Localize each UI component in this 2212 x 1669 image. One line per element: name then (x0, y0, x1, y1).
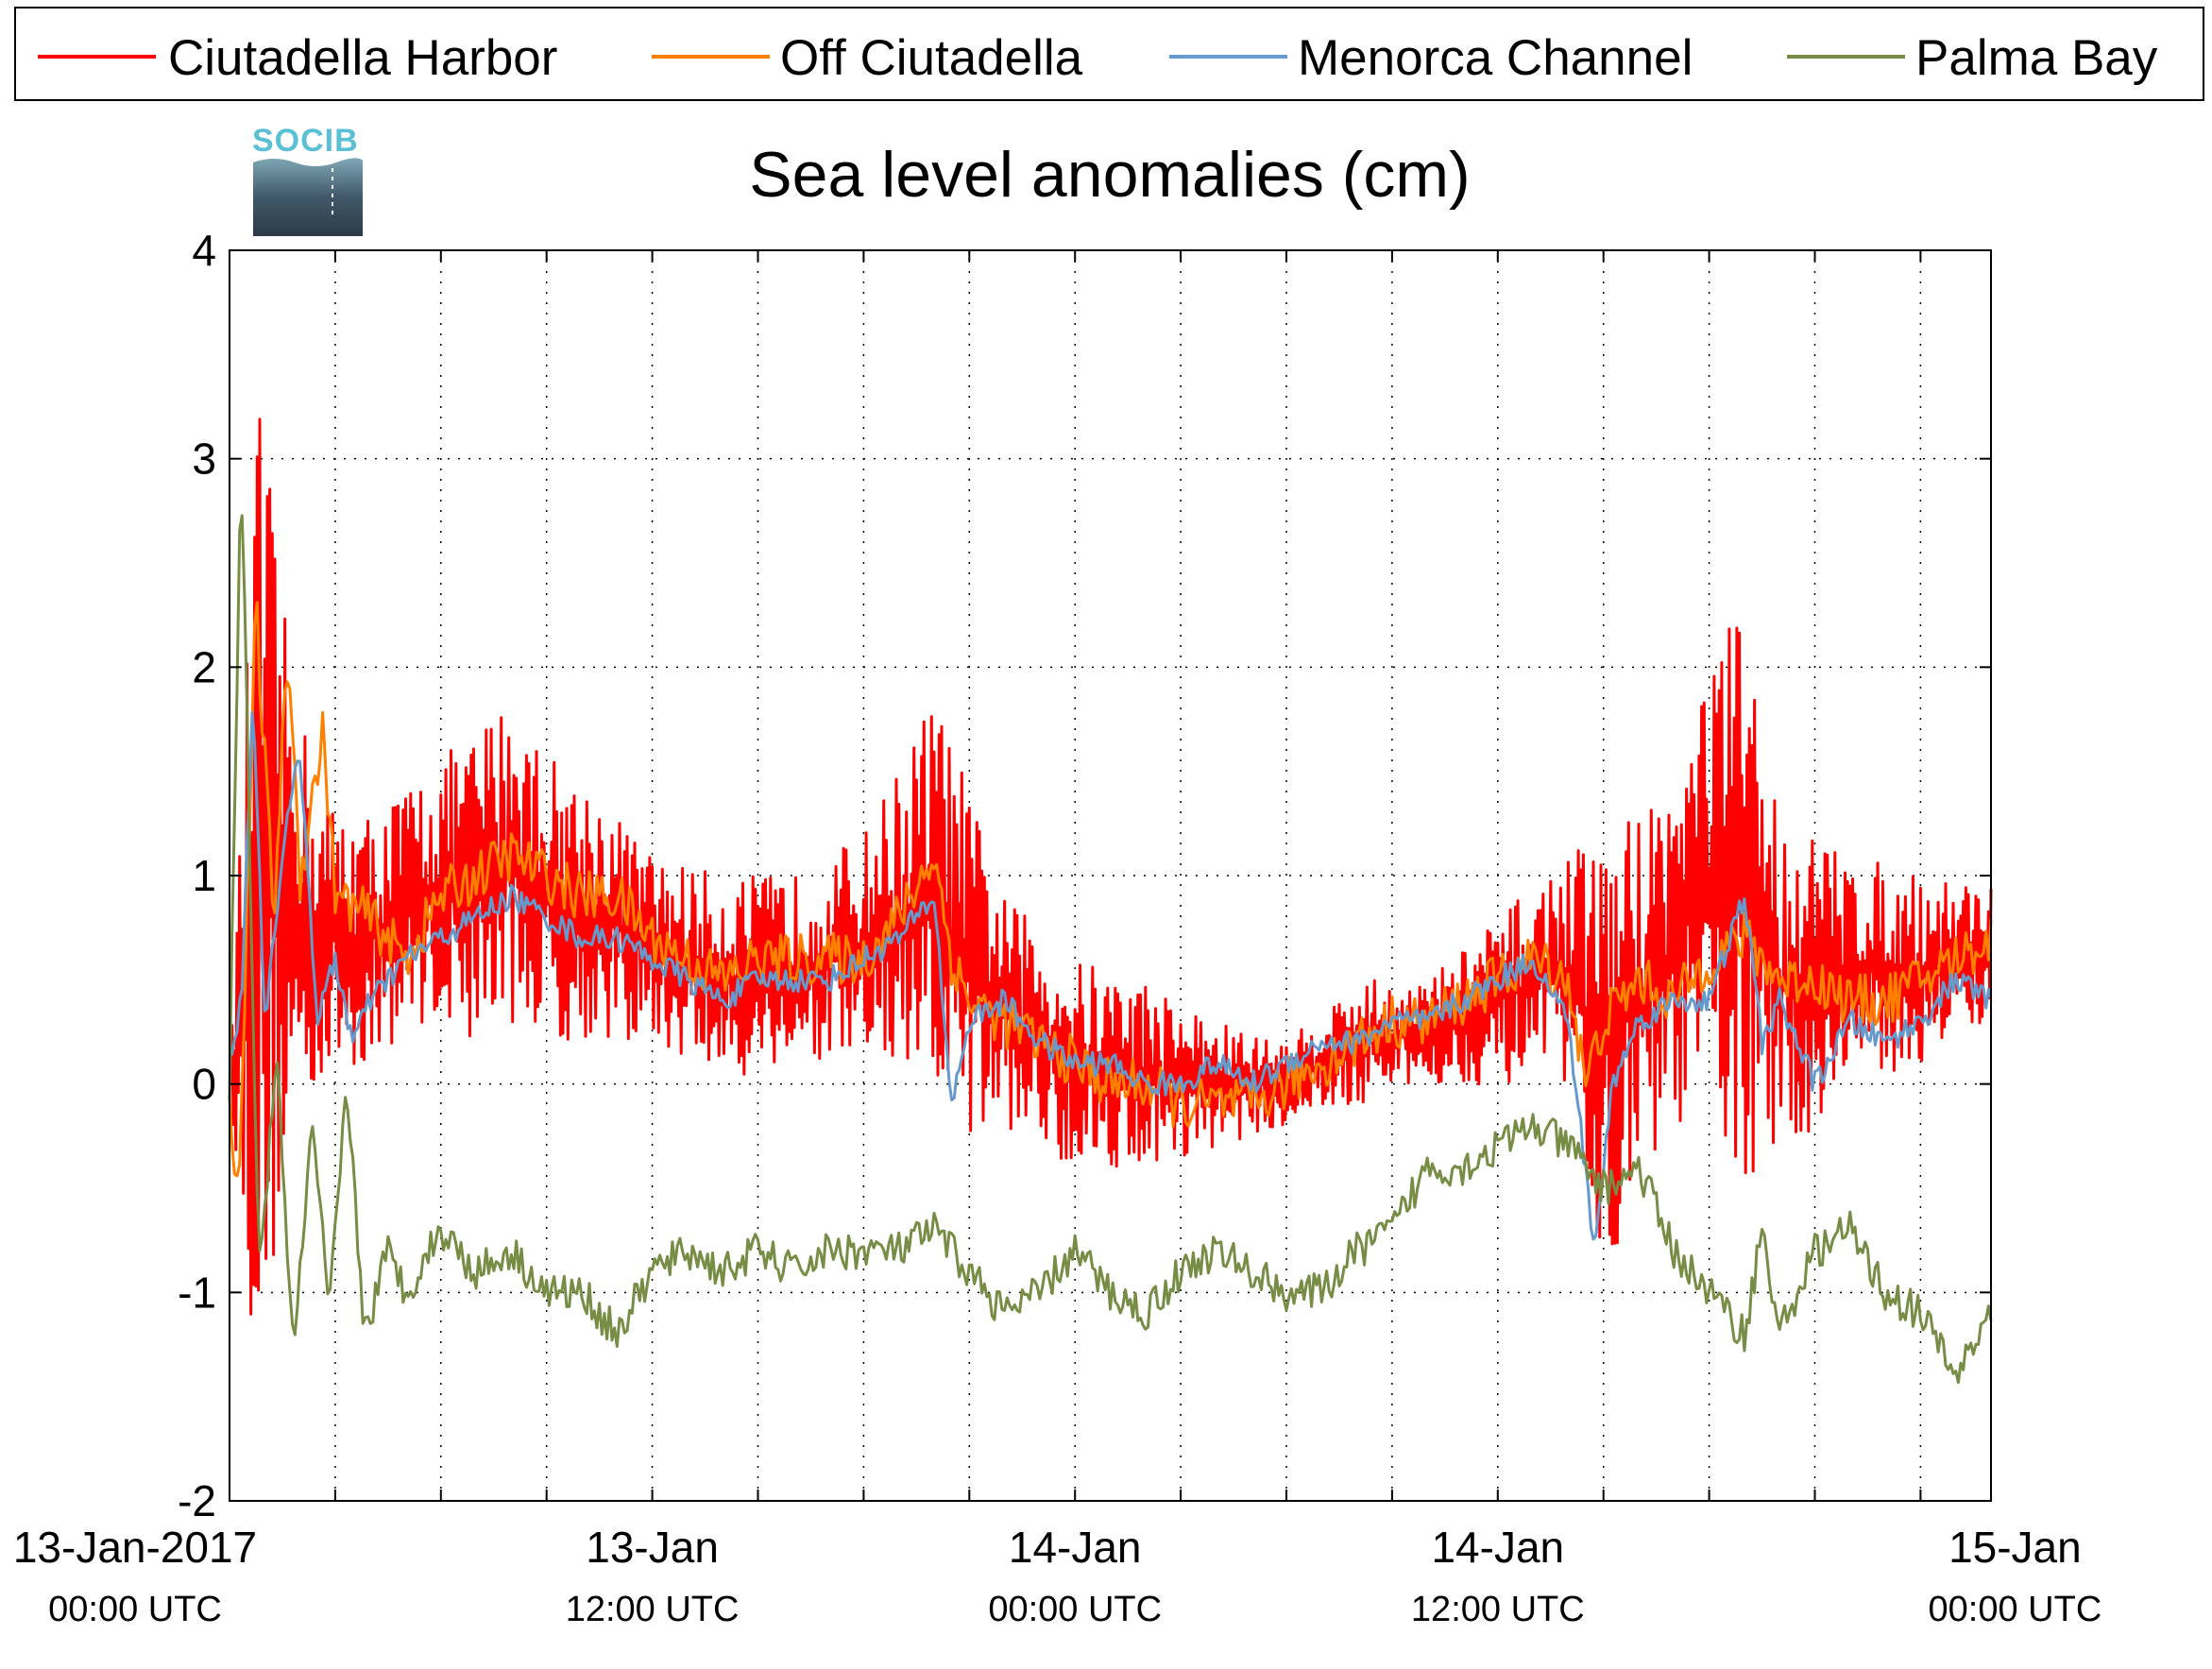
series-line-palma-bay (228, 514, 1993, 1385)
x-tick-label-date: 14-Jan (1431, 1523, 1564, 1572)
legend-entry-menorca-channel: Menorca Channel (1169, 30, 1693, 86)
y-axis-labels: -2 -1 0 1 2 3 4 (178, 226, 216, 1525)
logo-text: SOCIB (252, 123, 359, 159)
x-tick-label-date: 13-Jan (586, 1523, 719, 1572)
legend-label-off-ciutadella: Off Ciutadella (780, 30, 1083, 86)
y-tick-label: 0 (192, 1060, 216, 1109)
y-tick-label: 2 (192, 642, 216, 691)
legend-label-ciutadella-harbor: Ciutadella Harbor (168, 30, 557, 86)
x-tick-label-date: 14-Jan (1009, 1523, 1142, 1572)
x-tick-label-time: 12:00 UTC (566, 1590, 740, 1629)
x-tick-label-time: 00:00 UTC (988, 1590, 1162, 1629)
plot-series (228, 417, 1993, 1385)
series-line-menorca-channel (229, 710, 1993, 1241)
legend-entry-palma-bay: Palma Bay (1787, 30, 2158, 86)
legend-label-menorca-channel: Menorca Channel (1298, 30, 1693, 86)
y-tick-label: -2 (178, 1476, 216, 1525)
x-tick-label-time: 12:00 UTC (1411, 1590, 1585, 1629)
chart-title: Sea level anomalies (cm) (749, 139, 1470, 211)
legend-label-palma-bay: Palma Bay (1915, 30, 2158, 86)
y-tick-label: 3 (192, 434, 216, 484)
legend-box (14, 7, 2204, 101)
y-tick-label: -1 (178, 1268, 216, 1317)
x-tick-label-date: 15-Jan (1948, 1523, 2082, 1572)
socib-logo: SOCIB (252, 123, 363, 236)
x-axis-labels: 13-Jan-2017 00:00 UTC 13-Jan 12:00 UTC 14-Ja… (13, 1523, 2101, 1629)
y-tick-label: 1 (192, 851, 216, 900)
y-tick-label: 4 (192, 226, 216, 275)
plot-frame (229, 249, 1992, 1502)
x-tick-label-time: 00:00 UTC (1929, 1590, 2102, 1629)
legend: Ciutadella Harbor Off Ciutadella Menorca… (14, 7, 2204, 101)
legend-entry-off-ciutadella: Off Ciutadella (652, 30, 1083, 86)
x-tick-label-time: 00:00 UTC (48, 1590, 222, 1629)
legend-entry-ciutadella-harbor: Ciutadella Harbor (38, 30, 557, 86)
x-tick-label-date: 13-Jan-2017 (13, 1523, 257, 1572)
